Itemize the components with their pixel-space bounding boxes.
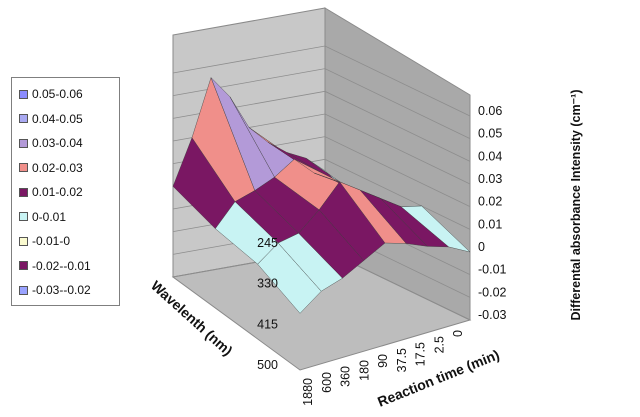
time-tick-label: 17.5 <box>414 342 428 366</box>
legend-item: 0-0.01 <box>19 210 66 224</box>
z-tick-label: -0.01 <box>478 263 507 277</box>
time-tick-label: 90 <box>376 354 390 368</box>
gridline <box>172 68 471 140</box>
legend-label: 0-0.01 <box>32 209 67 224</box>
z-axis-label: Differental absorbance Intensity (cm⁻¹) <box>569 90 583 321</box>
z-tick-label: -0.03 <box>478 308 507 322</box>
z-axis-ticks: 0.06 0.05 0.04 0.03 0.02 0.01 0 -0.01 -0.02 -0.03 <box>478 104 507 322</box>
time-tick-label: 0 <box>451 330 465 337</box>
legend-swatch <box>19 261 28 270</box>
legend-swatch <box>19 285 28 295</box>
legend-label: 0.05-0.06 <box>32 87 83 101</box>
legend-swatch <box>19 236 28 246</box>
time-tick-label: 600 <box>320 372 334 393</box>
z-tick-label: 0.04 <box>478 149 502 163</box>
z-tick-label: 0.02 <box>478 195 502 209</box>
time-tick-label: 180 <box>357 360 371 381</box>
legend-item: -0.02--0.01 <box>19 259 91 273</box>
z-tick-label: 0 <box>478 240 485 254</box>
legend-item: -0.03--0.02 <box>19 283 91 297</box>
legend-label: -0.01-0 <box>32 234 71 248</box>
legend-item: 0.01-0.02 <box>19 185 83 199</box>
legend-label: 0.02-0.03 <box>32 160 83 175</box>
legend-label: -0.02--0.01 <box>32 258 91 273</box>
gridline <box>172 45 471 117</box>
legend-label: 0.01-0.02 <box>32 185 83 199</box>
wavelength-tick-label: 500 <box>257 358 278 372</box>
legend-swatch <box>19 212 28 221</box>
legend-label: 0.03-0.04 <box>32 136 83 150</box>
legend-item: -0.01-0 <box>19 234 70 248</box>
wavelength-tick-label: 415 <box>257 317 278 331</box>
time-tick-label: 37.5 <box>395 348 409 372</box>
time-tick-label: 1880 <box>301 378 315 406</box>
legend-swatch <box>19 138 28 148</box>
wavelength-axis-ticks: 245 330 415 500 <box>257 236 278 372</box>
surface-plot <box>172 76 471 314</box>
wavelength-tick-label: 245 <box>257 236 278 250</box>
z-tick-label: 0.06 <box>478 104 502 118</box>
legend-label: -0.03--0.02 <box>32 283 91 297</box>
z-tick-label: -0.02 <box>478 285 507 299</box>
legend-swatch <box>19 114 28 123</box>
z-tick-label: 0.05 <box>478 127 502 141</box>
surface-cell <box>400 205 471 253</box>
wavelength-tick-label: 330 <box>257 277 278 291</box>
legend-swatch <box>19 89 28 99</box>
legend: 0.05-0.06 0.04-0.05 0.03-0.04 0.02-0.03 0.01… <box>11 77 120 306</box>
z-tick-label: 0.03 <box>478 172 502 186</box>
legend-label: 0.04-0.05 <box>32 111 83 126</box>
time-axis-ticks: 0 2.5 17.5 37.5 90 180 360 600 1880 <box>301 330 465 406</box>
legend-item: 0.03-0.04 <box>19 136 83 150</box>
legend-swatch <box>19 163 28 172</box>
z-tick-label: 0.01 <box>478 217 502 231</box>
legend-swatch <box>19 187 28 197</box>
time-tick-label: 360 <box>339 366 353 387</box>
legend-item: 0.04-0.05 <box>19 112 83 126</box>
legend-item: 0.05-0.06 <box>19 87 83 101</box>
time-tick-label: 2.5 <box>432 336 446 353</box>
legend-item: 0.02-0.03 <box>19 161 83 175</box>
